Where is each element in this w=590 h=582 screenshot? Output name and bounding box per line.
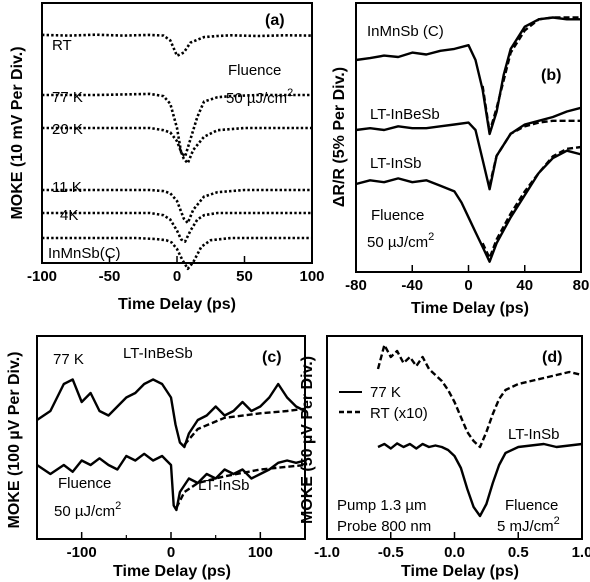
panel-c-xtick-label: 0	[167, 544, 175, 561]
fluence-value: 5 mJ/cm2	[497, 515, 560, 535]
panel-c-xtick-label: -100	[67, 544, 97, 561]
label-lt-insb: LT-InSb	[370, 155, 421, 172]
label-77k: 77 K	[52, 89, 83, 106]
panel-b-xtick-label: -80	[345, 277, 367, 294]
panel-d-series-rt-x10	[376, 343, 583, 449]
panel-b-series-inmnsb-c	[355, 16, 581, 136]
panel-c-series-lt-insb	[36, 452, 306, 512]
fluence-label: Fluence	[228, 62, 281, 79]
label-77k: 77 K	[53, 351, 84, 368]
panel-b-series-lt-inbesb	[355, 106, 582, 191]
panel-b: -80 -40 0 40 80 (b) InMnSb (C) LT-InBeSb LT-…	[331, 2, 590, 317]
panel-c-series-lt-inbesb	[36, 378, 306, 449]
label-sample: InMnSb(C)	[48, 245, 121, 262]
panel-d-ylabel: MOKE (50 µV Per Div.)	[299, 356, 316, 524]
pump-label: Pump 1.3 µm	[337, 497, 427, 514]
label-20k: 20 K	[52, 121, 83, 138]
legend-label-rt: RT (x10)	[370, 405, 428, 422]
panel-c-plot: -100 0 100	[36, 378, 306, 561]
panel-b-xtick-label: 80	[573, 277, 590, 294]
panel-d-label: (d)	[542, 349, 562, 366]
label-inmnsb: InMnSb (C)	[367, 23, 444, 40]
panel-d-plot: -1.0 -0.5 0.0 0.5 1.0	[314, 343, 590, 561]
panel-d-xtick-label: 0.5	[508, 544, 529, 561]
panel-d-xtick-label: -0.5	[378, 544, 404, 561]
panel-a-label: (a)	[265, 12, 285, 29]
panel-b-label: (b)	[541, 67, 561, 84]
panel-c: -100 0 100 (c) 77 K LT-InBeSb LT-InSb Flue…	[6, 335, 306, 580]
probe-label: Probe 800 nm	[337, 518, 431, 535]
panel-c-label: (c)	[262, 349, 282, 366]
panel-b-xtick-label: -40	[401, 277, 423, 294]
panel-a-series-77-k	[42, 92, 312, 158]
panel-a-xtick-label: 0	[173, 268, 181, 285]
panel-d-series-77-k	[377, 442, 583, 518]
panel-a-xtick-label: -50	[99, 268, 121, 285]
panel-b-ylabel: ΔR/R (5% Per Div.)	[331, 67, 348, 207]
panel-a: -100 -50 0 50 100 (a) RT 77 K 20 K 11 K 4K I…	[9, 2, 325, 313]
fluence-label: Fluence	[371, 207, 424, 224]
label-rt: RT	[52, 37, 72, 54]
panel-b-series-inmnsb-c-fit	[481, 16, 581, 134]
label-lt-inbesb: LT-InBeSb	[370, 106, 440, 123]
panel-a-series-inmnsb-c	[42, 236, 312, 271]
fluence-value: 50 µJ/cm2	[54, 500, 121, 520]
panel-b-series-lt-inbesb-fit	[488, 119, 581, 186]
panel-c-xtick-label: 100	[248, 544, 273, 561]
panel-a-xtick-label: 50	[236, 268, 253, 285]
panel-a-series-rt	[41, 33, 313, 58]
panel-d-xlabel: Time Delay (ps)	[401, 563, 519, 580]
panel-b-xtick-label: 0	[464, 277, 472, 294]
panel-a-xlabel: Time Delay (ps)	[118, 296, 236, 313]
panel-a-xtick-label: -100	[27, 268, 57, 285]
panel-c-ylabel: MOKE (100 µV Per Div.)	[6, 352, 23, 529]
fluence-label: Fluence	[58, 475, 111, 492]
panel-a-ylabel: MOKE (10 mV Per Div.)	[9, 46, 26, 219]
panel-a-plot: -100 -50 0 50 100	[27, 33, 325, 285]
panel-c-series-lt-inbesb-fit	[183, 407, 306, 446]
panel-d-xtick-label: 0.0	[444, 544, 465, 561]
label-lt-inbesb: LT-InBeSb	[123, 345, 193, 362]
panel-b-plot: -80 -40 0 40 80	[345, 16, 590, 294]
label-lt-insb: LT-InSb	[508, 426, 559, 443]
label-lt-insb: LT-InSb	[198, 477, 249, 494]
panel-a-series-11-k	[42, 188, 312, 225]
panel-c-xlabel: Time Delay (ps)	[113, 563, 231, 580]
panel-d: -1.0 -0.5 0.0 0.5 1.0 (d) 77 K RT (x10) LT-I…	[299, 335, 590, 580]
panel-a-series-20-k	[42, 126, 312, 165]
label-11k: 11 K	[52, 179, 82, 196]
panel-b-xlabel: Time Delay (ps)	[411, 300, 529, 317]
legend-label-77k: 77 K	[370, 384, 401, 401]
panel-c-series-lt-insb-fit	[175, 463, 306, 509]
fluence-value: 50 µJ/cm2	[367, 231, 434, 251]
panel-b-series-lt-insb-fit	[481, 145, 582, 260]
panel-a-xtick-label: 100	[299, 268, 324, 285]
fluence-label: Fluence	[505, 497, 558, 514]
label-4k: 4K	[60, 207, 78, 224]
panel-d-xtick-label: -1.0	[314, 544, 340, 561]
panel-b-xtick-label: 40	[516, 277, 533, 294]
fluence-value: 50 µJ/cm2	[226, 87, 293, 107]
panel-b-frame	[355, 2, 582, 273]
panel-d-xtick-label: 1.0	[572, 544, 590, 561]
